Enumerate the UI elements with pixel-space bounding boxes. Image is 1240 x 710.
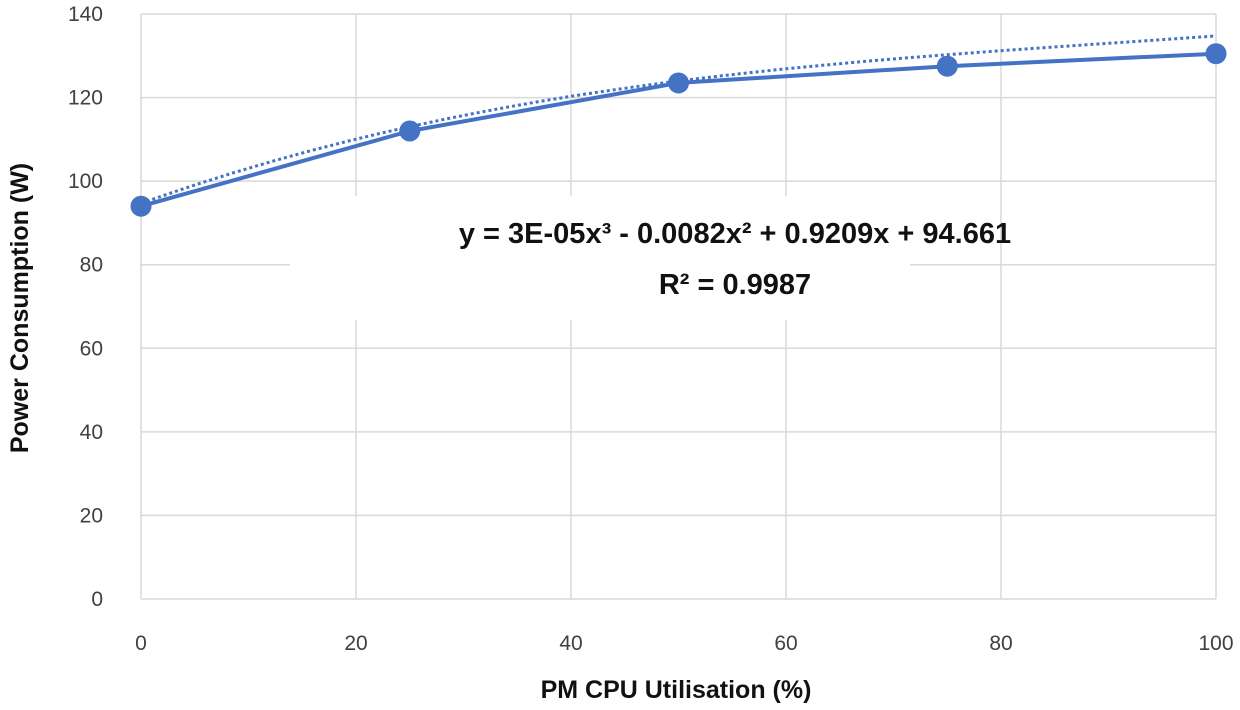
trendline-equation: y = 3E-05x³ - 0.0082x² + 0.9209x + 94.66… (459, 218, 1011, 250)
y-tick-label: 100 (68, 170, 103, 193)
x-tick-label: 100 (1198, 632, 1233, 655)
x-axis-ticks: 0 20 40 60 80 100 (135, 632, 1233, 655)
y-tick-label: 0 (91, 588, 103, 611)
y-tick-label: 40 (80, 421, 103, 444)
y-axis-ticks: 0 20 40 60 80 100 120 140 (68, 3, 103, 611)
x-axis-title: PM CPU Utilisation (%) (541, 676, 812, 704)
data-point (936, 55, 958, 77)
r-squared: R² = 0.9987 (659, 269, 811, 301)
y-tick-label: 20 (80, 504, 103, 527)
x-tick-label: 80 (989, 632, 1012, 655)
series-group (130, 43, 1227, 217)
x-tick-label: 20 (344, 632, 367, 655)
equation-background (290, 196, 910, 320)
x-tick-label: 0 (135, 632, 147, 655)
y-tick-label: 140 (68, 3, 103, 26)
y-tick-label: 120 (68, 87, 103, 110)
data-point (1205, 43, 1227, 65)
data-point (668, 72, 689, 94)
data-point (130, 195, 152, 217)
x-tick-label: 60 (774, 632, 797, 655)
x-tick-label: 40 (559, 632, 582, 655)
y-axis-title: Power Consumption (W) (6, 163, 34, 453)
data-point (399, 120, 421, 142)
y-tick-label: 80 (80, 254, 103, 277)
y-tick-label: 60 (80, 337, 103, 360)
